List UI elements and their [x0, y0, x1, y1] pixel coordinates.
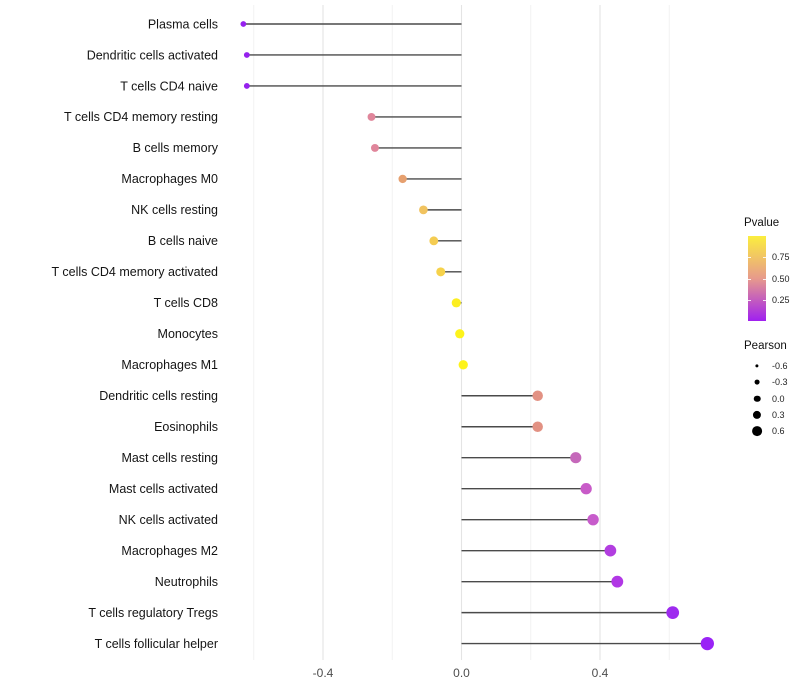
- y-axis-label: Plasma cells: [148, 17, 218, 31]
- pearson-legend-label: 0.6: [772, 426, 785, 437]
- y-axis-label: NK cells resting: [131, 203, 218, 217]
- pvalue-tick-mark: [763, 257, 766, 259]
- y-axis-label: Dendritic cells activated: [87, 48, 218, 62]
- pvalue-tick-mark: [763, 278, 766, 280]
- y-axis-label: Macrophages M0: [121, 172, 218, 186]
- pearson-legend-dot: [752, 426, 762, 437]
- pvalue-tick-label: 0.25: [772, 294, 790, 305]
- y-axis-label: Macrophages M1: [121, 358, 218, 372]
- pearson-legend-label: 0.0: [772, 393, 785, 404]
- pvalue-tick-mark: [748, 257, 751, 259]
- data-point: [532, 421, 543, 433]
- pvalue-tick-mark: [748, 299, 751, 301]
- pvalue-tick-mark: [748, 278, 751, 280]
- y-axis-label: B cells memory: [133, 141, 219, 155]
- data-point: [580, 483, 592, 495]
- y-axis-label: T cells CD4 memory activated: [52, 265, 219, 279]
- data-point: [700, 636, 714, 651]
- pearson-legend-dot: [754, 379, 760, 385]
- y-axis-label: Dendritic cells resting: [99, 389, 218, 403]
- pearson-size-legend: Pearson -0.6 -0.3 0.0 0.3 0.6: [744, 340, 800, 460]
- data-point: [367, 113, 376, 121]
- data-point: [455, 329, 465, 339]
- y-axis-label: T cells CD4 naive: [120, 79, 218, 93]
- y-axis-label: Monocytes: [158, 327, 218, 341]
- y-axis-label: T cells follicular helper: [95, 637, 218, 651]
- pvalue-tick-label: 0.75: [772, 252, 790, 263]
- x-axis-tick-label: 0.4: [592, 666, 609, 680]
- data-point: [458, 360, 468, 370]
- data-point: [611, 575, 624, 588]
- data-point: [587, 513, 599, 526]
- data-point: [419, 205, 428, 215]
- data-point: [666, 606, 680, 619]
- pvalue-tick-mark: [763, 299, 766, 301]
- y-axis-label: Mast cells activated: [109, 482, 218, 496]
- y-axis-label: Macrophages M2: [121, 544, 218, 558]
- pearson-legend-label: -0.6: [772, 361, 788, 371]
- x-axis-tick-label: -0.4: [313, 666, 334, 680]
- data-point: [370, 143, 379, 152]
- data-point: [604, 544, 617, 557]
- y-axis-label: Eosinophils: [154, 420, 218, 434]
- pvalue-gradient-bar: [748, 236, 766, 321]
- data-point: [532, 390, 543, 402]
- y-axis-label: Neutrophils: [155, 575, 218, 589]
- pvalue-legend-title: Pvalue: [744, 217, 780, 229]
- data-point: [398, 174, 407, 184]
- y-axis-label: Mast cells resting: [121, 451, 218, 465]
- y-axis-label: T cells CD4 memory resting: [64, 110, 218, 124]
- y-axis-label: T cells regulatory Tregs: [88, 606, 218, 620]
- pearson-legend-label: -0.3: [772, 377, 788, 388]
- pearson-legend-title: Pearson: [744, 340, 787, 352]
- pearson-legend-dot: [752, 410, 762, 419]
- x-axis-tick-label: 0.0: [453, 666, 470, 680]
- pearson-legend-label: 0.3: [772, 409, 785, 420]
- data-point: [240, 21, 247, 27]
- pearson-legend-dot: [753, 395, 761, 402]
- data-point: [429, 236, 439, 246]
- y-axis-label: NK cells activated: [119, 513, 218, 527]
- data-point: [243, 83, 250, 89]
- data-point: [243, 52, 250, 58]
- pvalue-tick-label: 0.50: [772, 273, 790, 284]
- y-axis-label: T cells CD8: [154, 296, 218, 310]
- data-point: [436, 267, 446, 277]
- data-point: [570, 452, 582, 464]
- data-point: [451, 298, 461, 308]
- pvalue-color-legend: Pvalue 0.75 0.50 0.25: [744, 217, 800, 327]
- y-axis-label: B cells naive: [148, 234, 218, 248]
- pearson-legend-dot: [755, 364, 759, 368]
